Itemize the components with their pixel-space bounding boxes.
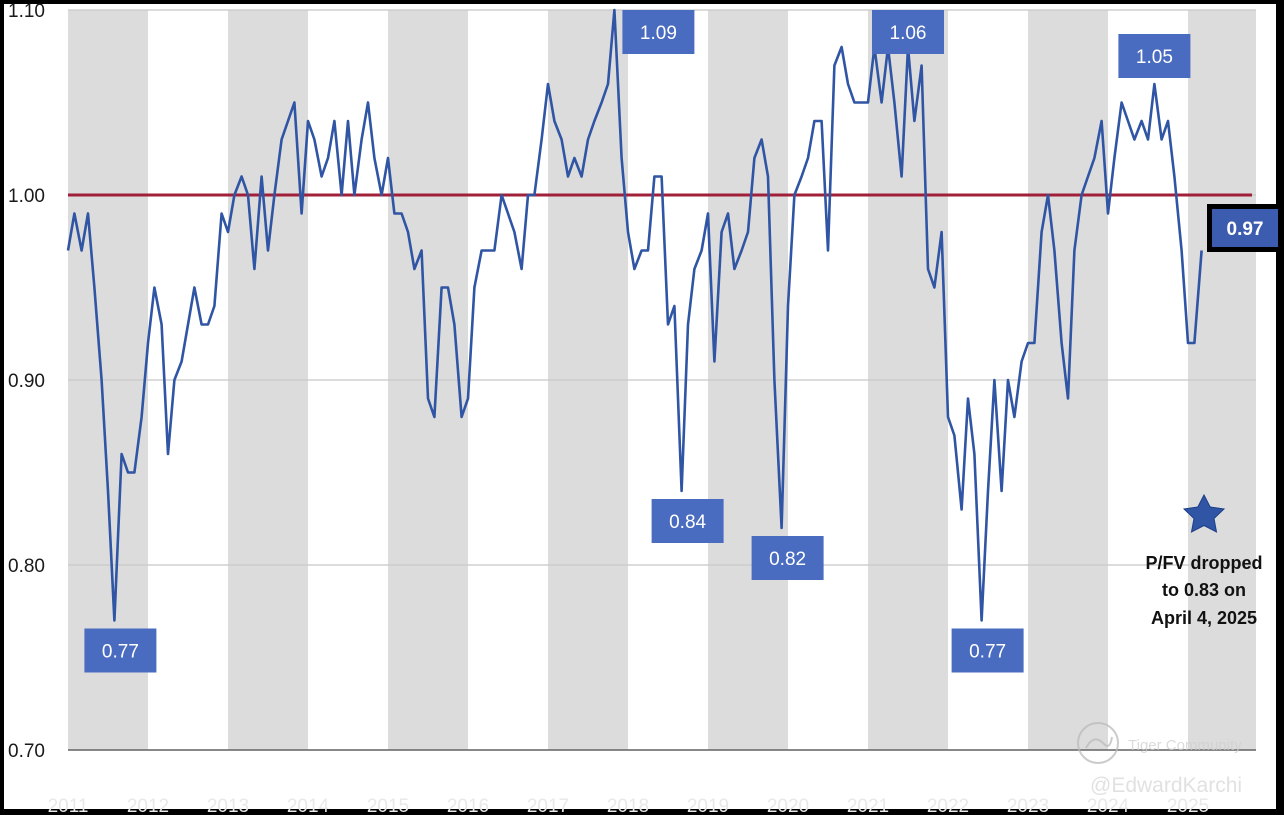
value-callouts: 0.77 1.09 0.84 0.82 1.06 0.77 1.05 xyxy=(84,10,1191,673)
y-tick-label: 1.00 xyxy=(8,186,45,207)
x-tick-label: 2016 xyxy=(447,796,489,815)
callout-label: 1.09 xyxy=(640,23,677,44)
y-tick-label: 0.70 xyxy=(8,741,45,762)
callout-label: 1.05 xyxy=(1136,47,1173,68)
tiger-logo-stroke xyxy=(1085,736,1113,749)
current-value-label: 0.97 xyxy=(1227,219,1264,240)
callout-box xyxy=(622,10,695,54)
y-tick-label: 0.80 xyxy=(8,556,45,577)
watermark-brand: Tiger Community xyxy=(1128,737,1242,754)
callout-label: 0.82 xyxy=(769,549,806,570)
callout-box xyxy=(872,10,944,54)
x-tick-label: 2011 xyxy=(48,796,89,815)
drop-annotation: P/FV dropped to 0.83 on April 4, 2025 xyxy=(1146,493,1263,628)
current-value-box xyxy=(1212,209,1278,247)
x-tick-label: 2014 xyxy=(287,796,330,815)
x-tick-label: 2019 xyxy=(687,796,729,815)
annotation-line-2: to 0.83 on xyxy=(1162,580,1246,600)
callout-box xyxy=(651,499,724,543)
annotation-line-1: P/FV dropped xyxy=(1146,553,1263,573)
star-icon xyxy=(1182,493,1226,533)
callout-label: 0.84 xyxy=(669,512,706,533)
y-tick-label: 1.10 xyxy=(8,1,45,22)
watermark-handle: @EdwardKarchi xyxy=(1090,774,1242,797)
x-tick-label: 2013 xyxy=(207,796,249,815)
x-tick-label: 2025 xyxy=(1167,796,1209,815)
x-tick-label: 2022 xyxy=(927,796,969,815)
current-value-badge: 0.97 xyxy=(1207,204,1282,252)
annotation-line-3: April 4, 2025 xyxy=(1151,608,1257,628)
callout-label: 0.77 xyxy=(969,642,1006,663)
y-tick-label: 0.90 xyxy=(8,371,45,392)
x-tick-label: 2017 xyxy=(527,796,569,815)
x-tick-label: 2015 xyxy=(367,796,409,815)
callout-box xyxy=(751,536,824,580)
x-tick-label: 2020 xyxy=(767,796,809,815)
x-tick-label: 2018 xyxy=(607,796,649,815)
series-line-pfv xyxy=(66,8,1203,622)
callout-box xyxy=(84,628,157,673)
callout-box xyxy=(951,628,1024,673)
callout-label: 0.77 xyxy=(102,642,139,663)
x-tick-label: 2012 xyxy=(127,796,169,815)
y-axis-labels: 1.10 1.00 0.90 0.80 0.70 xyxy=(8,1,45,762)
x-tick-label: 2023 xyxy=(1007,796,1049,815)
x-axis-labels: 2011 2012 2013 2014 2015 2016 2017 2018 2019 2020… xyxy=(48,796,1210,815)
x-tick-label: 2021 xyxy=(847,796,889,815)
tiger-logo-icon xyxy=(1077,722,1119,764)
callout-box xyxy=(1118,34,1191,78)
watermark: Tiger Community @EdwardKarchi xyxy=(1077,722,1242,797)
x-tick-label: 2024 xyxy=(1087,796,1130,815)
callout-label: 1.06 xyxy=(890,23,927,44)
